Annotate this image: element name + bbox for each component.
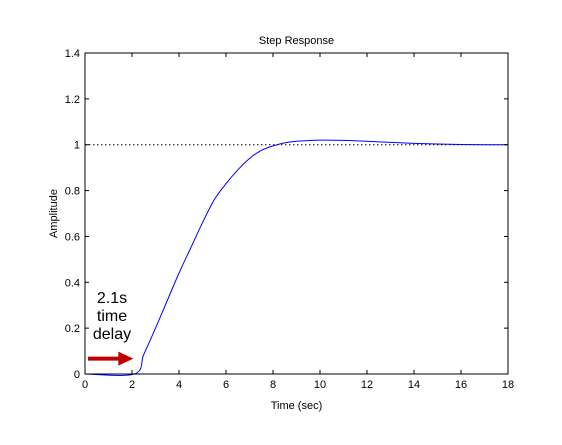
annotation-line-2: time	[97, 308, 127, 325]
x-tick-label: 4	[176, 379, 182, 391]
annotation-line-1: 2.1s	[97, 290, 127, 307]
annotation-line-3: delay	[93, 326, 131, 343]
y-tick-label: 1.2	[65, 94, 80, 106]
x-ticks-group: 0 2 4 6 8 10 12 14 16 18	[82, 53, 514, 391]
arrow-head	[118, 351, 134, 366]
time-delay-annotation: 2.1s time delay	[88, 290, 134, 366]
series-line	[84, 139, 509, 376]
arrow-icon	[88, 351, 134, 366]
x-tick-label: 8	[270, 379, 276, 391]
x-tick-label: 18	[502, 379, 514, 391]
y-tick-label: 1	[74, 140, 80, 152]
y-tick-label: 0	[74, 369, 80, 381]
series-group	[84, 139, 509, 376]
y-tick-label: 0.4	[65, 277, 80, 289]
x-tick-label: 0	[82, 379, 88, 391]
x-tick-label: 10	[314, 379, 326, 391]
plot-frame	[84, 52, 509, 375]
y-ticks-group: 0 0.2 0.4 0.6 0.8 1 1.2 1.4	[65, 48, 508, 381]
x-axis-label: Time (sec)	[271, 400, 323, 412]
y-axis-label: Amplitude	[48, 189, 60, 238]
x-tick-label: 2	[129, 379, 135, 391]
x-tick-label: 6	[223, 379, 229, 391]
x-tick-label: 12	[361, 379, 373, 391]
x-tick-label: 14	[408, 379, 420, 391]
x-tick-label: 16	[455, 379, 467, 391]
y-tick-label: 0.2	[65, 323, 80, 335]
y-tick-label: 0.8	[65, 186, 80, 198]
y-tick-label: 1.4	[65, 48, 80, 60]
plot-area	[85, 53, 508, 374]
y-tick-label: 0.6	[65, 231, 80, 243]
chart-title: Step Response	[259, 35, 334, 47]
